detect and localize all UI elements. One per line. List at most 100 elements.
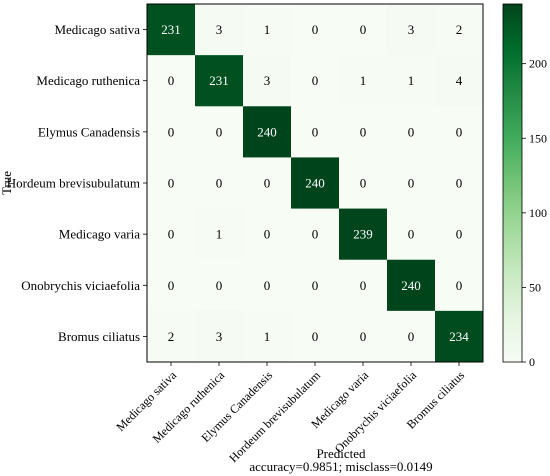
colorbar-gradient <box>502 3 523 363</box>
cell-r6-c0 <box>147 310 196 363</box>
cell-value-r4-c4: 239 <box>353 227 373 242</box>
row-label: Elymus Canadensis <box>38 124 140 139</box>
cell-r2-c5 <box>387 106 436 158</box>
cell-r2-c3 <box>291 106 340 158</box>
cell-r1-c4 <box>339 55 388 107</box>
cell-r4-c0 <box>147 208 196 261</box>
cell-r3-c6 <box>435 157 484 210</box>
cell-value-r4-c1: 1 <box>216 227 223 242</box>
cell-value-r2-c0: 0 <box>168 124 175 139</box>
colorbar: 0 50 100 150 200 <box>502 3 547 369</box>
cell-r6-c5 <box>387 310 436 363</box>
cell-value-r0-c3: 0 <box>312 22 319 37</box>
cell-r3-c0 <box>147 157 196 210</box>
cell-value-r2-c2: 240 <box>257 124 277 139</box>
cell-r3-c2 <box>243 157 292 210</box>
cell-value-r1-c5: 1 <box>408 73 415 88</box>
cell-r5-c6 <box>435 259 484 312</box>
cell-r1-c1 <box>195 55 244 107</box>
cell-value-r4-c0: 0 <box>168 227 175 242</box>
cell-value-r5-c2: 0 <box>264 278 271 293</box>
cell-value-r6-c4: 0 <box>360 329 367 344</box>
cell-value-r6-c5: 0 <box>408 329 415 344</box>
matrix-cells <box>147 4 484 363</box>
cell-r0-c6 <box>435 4 484 56</box>
cell-r1-c6 <box>435 55 484 107</box>
cell-value-r3-c0: 0 <box>168 176 175 191</box>
cell-r0-c4 <box>339 4 388 56</box>
colorbar-tick-label: 150 <box>529 131 547 145</box>
colorbar-ticks: 0 50 100 150 200 <box>522 57 547 369</box>
cell-r2-c4 <box>339 106 388 158</box>
cell-value-r6-c3: 0 <box>312 329 319 344</box>
cell-r6-c2 <box>243 310 292 363</box>
cell-value-r1-c4: 1 <box>360 73 367 88</box>
row-label: Medicago varia <box>59 227 140 242</box>
cell-value-r5-c0: 0 <box>168 278 175 293</box>
cell-value-r6-c6: 234 <box>449 329 469 344</box>
cell-value-r1-c3: 0 <box>312 73 319 88</box>
cell-r1-c0 <box>147 55 196 107</box>
cell-value-r3-c1: 0 <box>216 176 223 191</box>
cell-value-r2-c5: 0 <box>408 124 415 139</box>
cell-r6-c1 <box>195 310 244 363</box>
cell-value-r3-c5: 0 <box>408 176 415 191</box>
cell-r2-c1 <box>195 106 244 158</box>
cell-value-r4-c3: 0 <box>312 227 319 242</box>
cell-r4-c1 <box>195 208 244 261</box>
row-tick-labels: Medicago sativa Medicago ruthenica Elymus … <box>7 22 147 344</box>
cell-value-r6-c1: 3 <box>216 329 223 344</box>
col-label: Onobrychis viciaefolia <box>332 368 420 456</box>
cell-value-r6-c2: 1 <box>264 329 271 344</box>
cell-value-r0-c6: 2 <box>456 22 463 37</box>
cell-r4-c6 <box>435 208 484 261</box>
col-label: Hordeum brevisubulatum <box>226 368 323 465</box>
cell-r5-c5 <box>387 259 436 312</box>
cell-r5-c1 <box>195 259 244 312</box>
cell-r1-c2 <box>243 55 292 107</box>
cell-r4-c5 <box>387 208 436 261</box>
colorbar-tick-label: 0 <box>529 355 535 369</box>
row-label: Hordeum brevisubulatum <box>7 176 140 191</box>
cell-value-r0-c2: 1 <box>264 22 271 37</box>
colorbar-tick-label: 100 <box>529 206 547 220</box>
cell-r4-c3 <box>291 208 340 261</box>
cell-r3-c1 <box>195 157 244 210</box>
cell-r6-c6 <box>435 310 484 363</box>
cell-value-r2-c3: 0 <box>312 124 319 139</box>
cell-r3-c3 <box>291 157 340 210</box>
cell-r6-c4 <box>339 310 388 363</box>
cell-value-r6-c0: 2 <box>168 329 175 344</box>
cell-r0-c1 <box>195 4 244 56</box>
cell-r0-c0 <box>147 4 196 56</box>
cell-value-r1-c2: 3 <box>264 73 271 88</box>
cell-value-r3-c3: 240 <box>305 176 325 191</box>
cell-r6-c3 <box>291 310 340 363</box>
colorbar-tick-label: 50 <box>529 280 541 294</box>
cell-r2-c0 <box>147 106 196 158</box>
cell-value-r4-c2: 0 <box>264 227 271 242</box>
cell-value-r5-c3: 0 <box>312 278 319 293</box>
row-label: Bromus ciliatus <box>58 329 140 344</box>
cell-r3-c4 <box>339 157 388 210</box>
row-label: Medicago ruthenica <box>36 73 140 88</box>
cell-value-labels: 231 3 1 0 0 3 20 231 3 0 1 1 40 0 240 0 0 0 00 0 0 240 0 0 00 1 0 0… <box>161 22 469 344</box>
cell-value-r5-c6: 0 <box>456 278 463 293</box>
cell-value-r5-c1: 0 <box>216 278 223 293</box>
cell-r0-c5 <box>387 4 436 56</box>
cell-value-r4-c6: 0 <box>456 227 463 242</box>
cell-r5-c3 <box>291 259 340 312</box>
cell-value-r0-c4: 0 <box>360 22 367 37</box>
cell-value-r5-c4: 0 <box>360 278 367 293</box>
cell-r5-c4 <box>339 259 388 312</box>
cell-r3-c5 <box>387 157 436 210</box>
cell-r0-c2 <box>243 4 292 56</box>
cell-value-r3-c4: 0 <box>360 176 367 191</box>
cell-r2-c2 <box>243 106 292 158</box>
cell-r5-c2 <box>243 259 292 312</box>
cell-value-r4-c5: 0 <box>408 227 415 242</box>
cell-value-r3-c2: 0 <box>264 176 271 191</box>
cell-value-r5-c5: 240 <box>401 278 421 293</box>
